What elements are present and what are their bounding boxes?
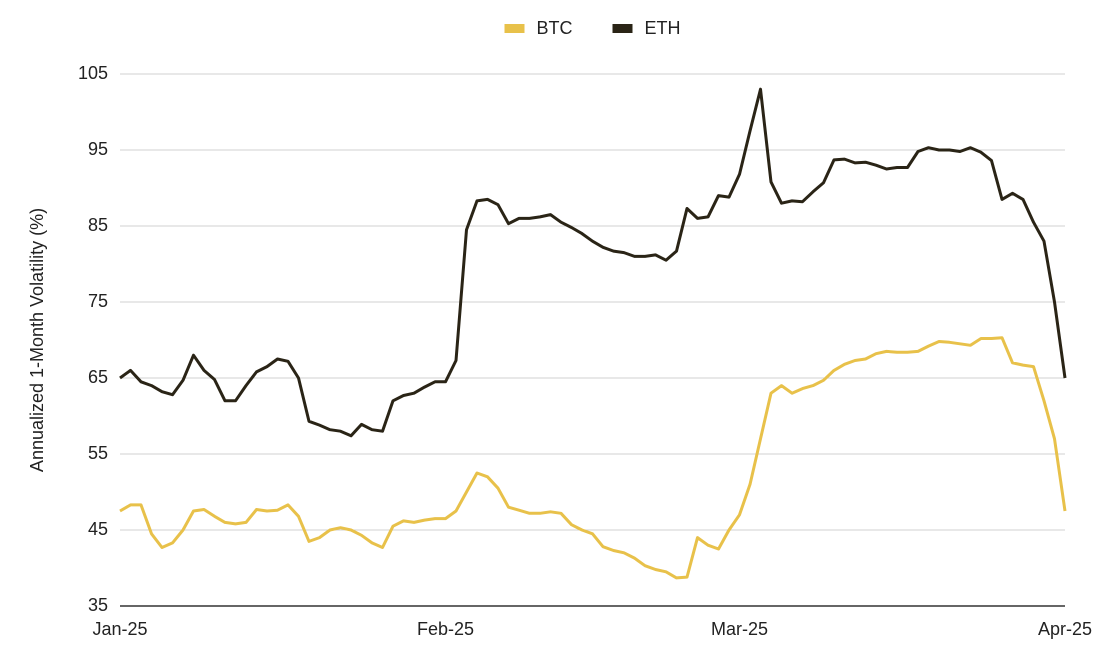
y-tick-label: 105: [78, 63, 108, 83]
x-tick-label: Feb-25: [417, 619, 474, 639]
series-line: [119, 336, 1067, 580]
legend-swatch: [612, 24, 633, 33]
legend-label: BTC: [537, 18, 573, 38]
x-tick-label: Mar-25: [711, 619, 768, 639]
y-tick-label: 95: [88, 139, 108, 159]
x-tick-label: Apr-25: [1038, 619, 1092, 639]
y-tick-label: 85: [88, 215, 108, 235]
y-tick-label: 65: [88, 367, 108, 387]
y-tick-label: 75: [88, 291, 108, 311]
y-axis-title: Annualized 1-Month Volatility (%): [27, 208, 47, 472]
y-tick-label: 35: [88, 595, 108, 615]
y-tick-label: 55: [88, 443, 108, 463]
legend-label: ETH: [645, 18, 681, 38]
series-line: [119, 87, 1067, 438]
y-tick-label: 45: [88, 519, 108, 539]
legend-swatch: [504, 24, 525, 33]
x-tick-label: Jan-25: [92, 619, 147, 639]
